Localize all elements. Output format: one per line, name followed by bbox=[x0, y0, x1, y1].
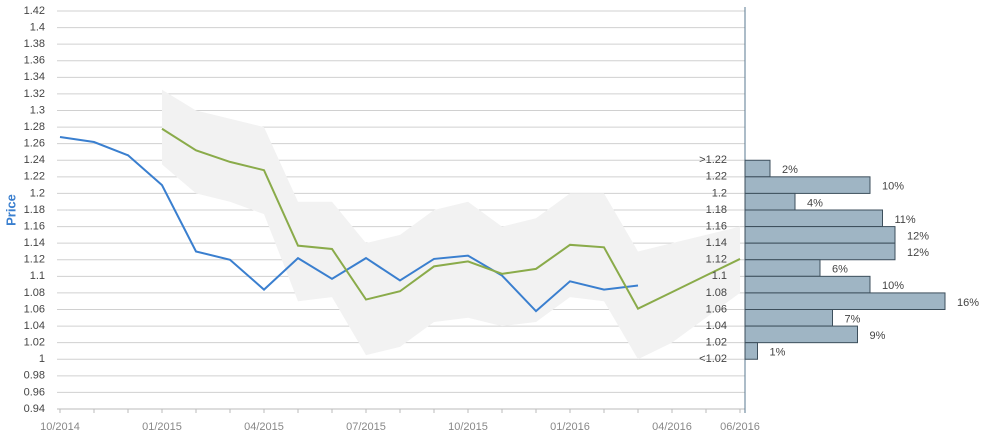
y-tick-label: 1.16 bbox=[24, 220, 45, 232]
y-tick-label: 1.12 bbox=[24, 254, 45, 266]
y-tick-label: 1.26 bbox=[24, 138, 45, 150]
bin-label: 1.18 bbox=[706, 204, 727, 216]
bin-label: 1.12 bbox=[706, 254, 727, 266]
hist-bar bbox=[744, 226, 896, 244]
y-axis-title: Price bbox=[3, 194, 18, 226]
confidence-band bbox=[162, 89, 740, 360]
bar-value-label: 12% bbox=[907, 247, 929, 259]
hist-bar bbox=[744, 159, 771, 178]
x-tick-label: 04/2015 bbox=[244, 421, 284, 433]
y-tick-label: 1.4 bbox=[30, 21, 45, 33]
bar-value-label: 10% bbox=[882, 280, 904, 292]
x-tick-label: 10/2014 bbox=[40, 421, 80, 433]
bin-label: 1.22 bbox=[706, 171, 727, 183]
y-tick-label: 1.32 bbox=[24, 88, 45, 100]
line-series bbox=[161, 127, 741, 310]
y-tick-label: 1.2 bbox=[30, 187, 45, 199]
hist-bar bbox=[744, 259, 821, 277]
bin-label: >1.22 bbox=[699, 154, 727, 166]
bin-label: 1.2 bbox=[712, 187, 727, 199]
hist-bar bbox=[744, 192, 796, 211]
y-tick-label: 1.1 bbox=[30, 270, 45, 282]
bar-value-label: 9% bbox=[870, 330, 886, 342]
bin-label: 1.16 bbox=[706, 220, 727, 232]
hist-bar bbox=[744, 292, 946, 310]
bar-value-label: 12% bbox=[907, 230, 929, 242]
bin-label: 1.08 bbox=[706, 287, 727, 299]
hist-bar bbox=[744, 209, 883, 228]
y-tick-label: 1.3 bbox=[30, 104, 45, 116]
x-tick-label: 07/2015 bbox=[346, 421, 386, 433]
bar-value-label: 7% bbox=[845, 313, 861, 325]
bin-label: <1.02 bbox=[699, 353, 727, 365]
bar-value-label: 2% bbox=[782, 164, 798, 176]
x-tick-label: 06/2016 bbox=[720, 421, 760, 433]
bin-label: 1.04 bbox=[706, 320, 727, 332]
y-tick-label: 0.96 bbox=[24, 386, 45, 398]
bar-value-label: 6% bbox=[832, 264, 848, 276]
bin-label: 1.06 bbox=[706, 303, 727, 315]
y-tick-label: 1.38 bbox=[24, 38, 45, 50]
y-tick-label: 1.06 bbox=[24, 303, 45, 315]
y-tick-label: 1.36 bbox=[24, 55, 45, 67]
y-tick-label: 0.94 bbox=[24, 403, 45, 415]
hist-bar bbox=[744, 275, 871, 294]
y-tick-label: 0.98 bbox=[24, 370, 45, 382]
y-tick-label: 1.22 bbox=[24, 171, 45, 183]
bar-value-label: 11% bbox=[895, 214, 916, 226]
y-tick-label: 1.14 bbox=[24, 237, 45, 249]
y-tick-label: 1.18 bbox=[24, 204, 45, 216]
y-tick-label: 1.34 bbox=[24, 71, 45, 83]
y-tick-label: 1.42 bbox=[24, 5, 45, 17]
hist-bar bbox=[744, 176, 871, 194]
bin-label: 1.1 bbox=[712, 270, 727, 282]
hist-bar bbox=[744, 309, 833, 327]
x-tick-label: 01/2016 bbox=[550, 421, 590, 433]
y-tick-label: 1.08 bbox=[24, 287, 45, 299]
line-series bbox=[59, 136, 639, 313]
bar-value-label: 16% bbox=[957, 297, 979, 309]
bar-value-label: 4% bbox=[807, 197, 823, 209]
y-tick-label: 1 bbox=[39, 353, 45, 365]
bin-label: 1.14 bbox=[706, 237, 727, 249]
hist-bar bbox=[744, 325, 858, 344]
y-tick-label: 1.24 bbox=[24, 154, 45, 166]
x-tick-label: 01/2015 bbox=[142, 421, 182, 433]
y-tick-label: 1.02 bbox=[24, 337, 45, 349]
hist-bar bbox=[744, 242, 896, 261]
x-tick-label: 10/2015 bbox=[448, 421, 488, 433]
y-tick-label: 1.04 bbox=[24, 320, 45, 332]
hist-bar bbox=[744, 342, 758, 360]
bar-value-label: 1% bbox=[770, 347, 786, 359]
x-tick-label: 04/2016 bbox=[652, 421, 692, 433]
bin-label: 1.02 bbox=[706, 337, 727, 349]
y-tick-label: 1.28 bbox=[24, 121, 45, 133]
bar-value-label: 10% bbox=[882, 181, 904, 193]
